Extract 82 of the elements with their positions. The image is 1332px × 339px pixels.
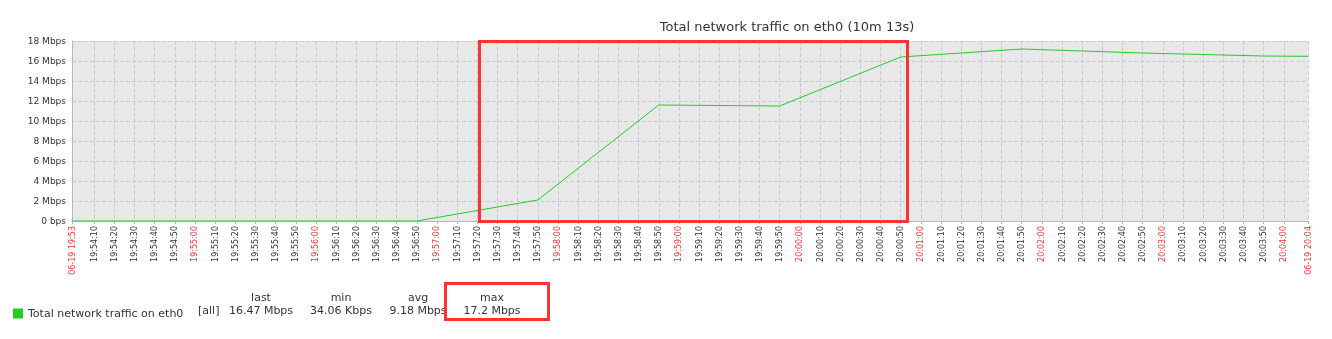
- x-tick-label: 20:00:00: [795, 226, 805, 262]
- x-tick-label: 19:59:40: [755, 226, 765, 262]
- chart-title: Total network traffic on eth0 (10m 13s): [658, 19, 915, 34]
- text: last: [251, 291, 272, 304]
- x-tick-label: 19:57:00: [432, 226, 442, 262]
- x-tick-label: 20:00:20: [835, 226, 845, 262]
- x-tick-label: 20:00:50: [896, 226, 906, 262]
- x-tick-label: 20:00:30: [855, 226, 865, 262]
- y-tick-label: 4 Mbps: [33, 176, 67, 186]
- x-tick-label: 19:56:30: [371, 226, 381, 262]
- x-tick-label: 19:55:00: [190, 226, 200, 262]
- x-tick-label: 19:57:30: [492, 226, 502, 262]
- x-tick-label: 19:54:20: [109, 226, 119, 262]
- y-tick-label: 18 Mbps: [27, 36, 67, 46]
- x-tick-label: 20:01:50: [1017, 226, 1027, 262]
- x-tick-label: 19:58:00: [553, 226, 563, 262]
- x-tick-label: 19:57:50: [533, 226, 543, 262]
- x-tick-label: 19:56:10: [331, 226, 341, 262]
- x-tick-label: 19:58:20: [593, 226, 603, 262]
- x-tick-label: 19:56:00: [311, 226, 321, 262]
- x-tick-label: 19:55:10: [210, 226, 220, 262]
- x-tick-label: 19:55:20: [230, 226, 240, 262]
- x-tick-label: 20:03:00: [1158, 226, 1168, 262]
- x-tick-label: 19:57:40: [513, 226, 523, 262]
- y-tick-label: 10 Mbps: [27, 116, 67, 126]
- x-tick-label: 19:57:10: [452, 226, 462, 262]
- x-tick-label: 20:03:10: [1178, 226, 1188, 262]
- x-tick-label: 20:02:30: [1097, 226, 1107, 262]
- x-tick-label: 19:54:30: [130, 226, 139, 262]
- x-tick-label: 06-19 19:53: [67, 226, 77, 275]
- x-tick-label: 20:00:10: [815, 226, 825, 262]
- text: 17.2 Mbps: [463, 304, 521, 317]
- x-tick-label: 19:58:10: [573, 226, 583, 262]
- y-tick-label: 2 Mbps: [33, 196, 67, 206]
- x-tick-label: 19:59:00: [674, 226, 684, 262]
- x-tick-label: 20:02:40: [1118, 226, 1127, 262]
- x-tick-label: 19:56:40: [392, 226, 402, 262]
- x-tick-label: 19:54:40: [150, 226, 160, 262]
- y-tick-label: 0 bps: [41, 216, 67, 226]
- x-tick-label: 19:55:40: [271, 226, 281, 262]
- x-tick-label: 20:02:00: [1037, 226, 1047, 262]
- text: max: [480, 291, 505, 304]
- x-tick-label: 20:02:10: [1057, 226, 1067, 262]
- x-tick-label: 20:01:20: [956, 226, 966, 262]
- x-tick-label: 19:59:30: [734, 226, 744, 262]
- legend-label: Total network traffic on eth0: [27, 307, 184, 320]
- x-tick-label: 19:59:20: [714, 226, 724, 262]
- x-tick-label: 20:02:50: [1138, 226, 1148, 262]
- x-tick-label: 19:55:30: [250, 226, 260, 262]
- x-tick-label: 19:54:50: [170, 226, 180, 262]
- x-tick-label: 19:55:50: [291, 226, 301, 262]
- x-tick-label: 20:03:20: [1198, 226, 1208, 262]
- x-tick-label: 20:03:30: [1218, 226, 1228, 262]
- x-tick-label: 19:58:40: [634, 226, 644, 262]
- x-tick-label: 19:57:20: [472, 226, 482, 262]
- y-tick-label: 16 Mbps: [27, 56, 67, 66]
- text: avg: [407, 291, 429, 304]
- x-tick-label: 20:01:30: [976, 226, 986, 262]
- x-tick-label: 20:01:40: [997, 226, 1007, 262]
- x-tick-label: 19:58:50: [654, 226, 664, 262]
- x-tick-label: 20:02:20: [1077, 226, 1087, 262]
- x-tick-label: 20:03:40: [1238, 226, 1248, 262]
- y-tick-label: 6 Mbps: [33, 156, 67, 166]
- x-tick-label: 19:58:30: [613, 226, 623, 262]
- x-tick-label: 19:56:50: [412, 226, 422, 262]
- x-tick-label: 20:00:40: [876, 226, 886, 262]
- x-tick-label: 20:04:00: [1279, 226, 1289, 262]
- text: 34.06 Kbps: [310, 304, 373, 317]
- text: 16.47 Mbps: [228, 304, 294, 317]
- y-tick-label: 12 Mbps: [27, 96, 67, 106]
- x-tick-label: 06-19 20:04: [1303, 226, 1313, 275]
- x-tick-label: 19:59:10: [694, 226, 704, 262]
- text: min: [330, 291, 352, 304]
- x-tick-label: 19:54:10: [89, 226, 99, 262]
- text: [all]: [198, 304, 220, 317]
- y-tick-label: 14 Mbps: [27, 76, 67, 86]
- x-tick-label: 19:56:20: [351, 226, 361, 262]
- x-tick-label: 20:01:10: [936, 226, 946, 262]
- x-tick-label: 19:59:50: [775, 226, 785, 262]
- y-tick-label: 8 Mbps: [33, 136, 67, 146]
- x-tick-label: 20:01:00: [916, 226, 926, 262]
- x-tick-label: 20:03:50: [1259, 226, 1269, 262]
